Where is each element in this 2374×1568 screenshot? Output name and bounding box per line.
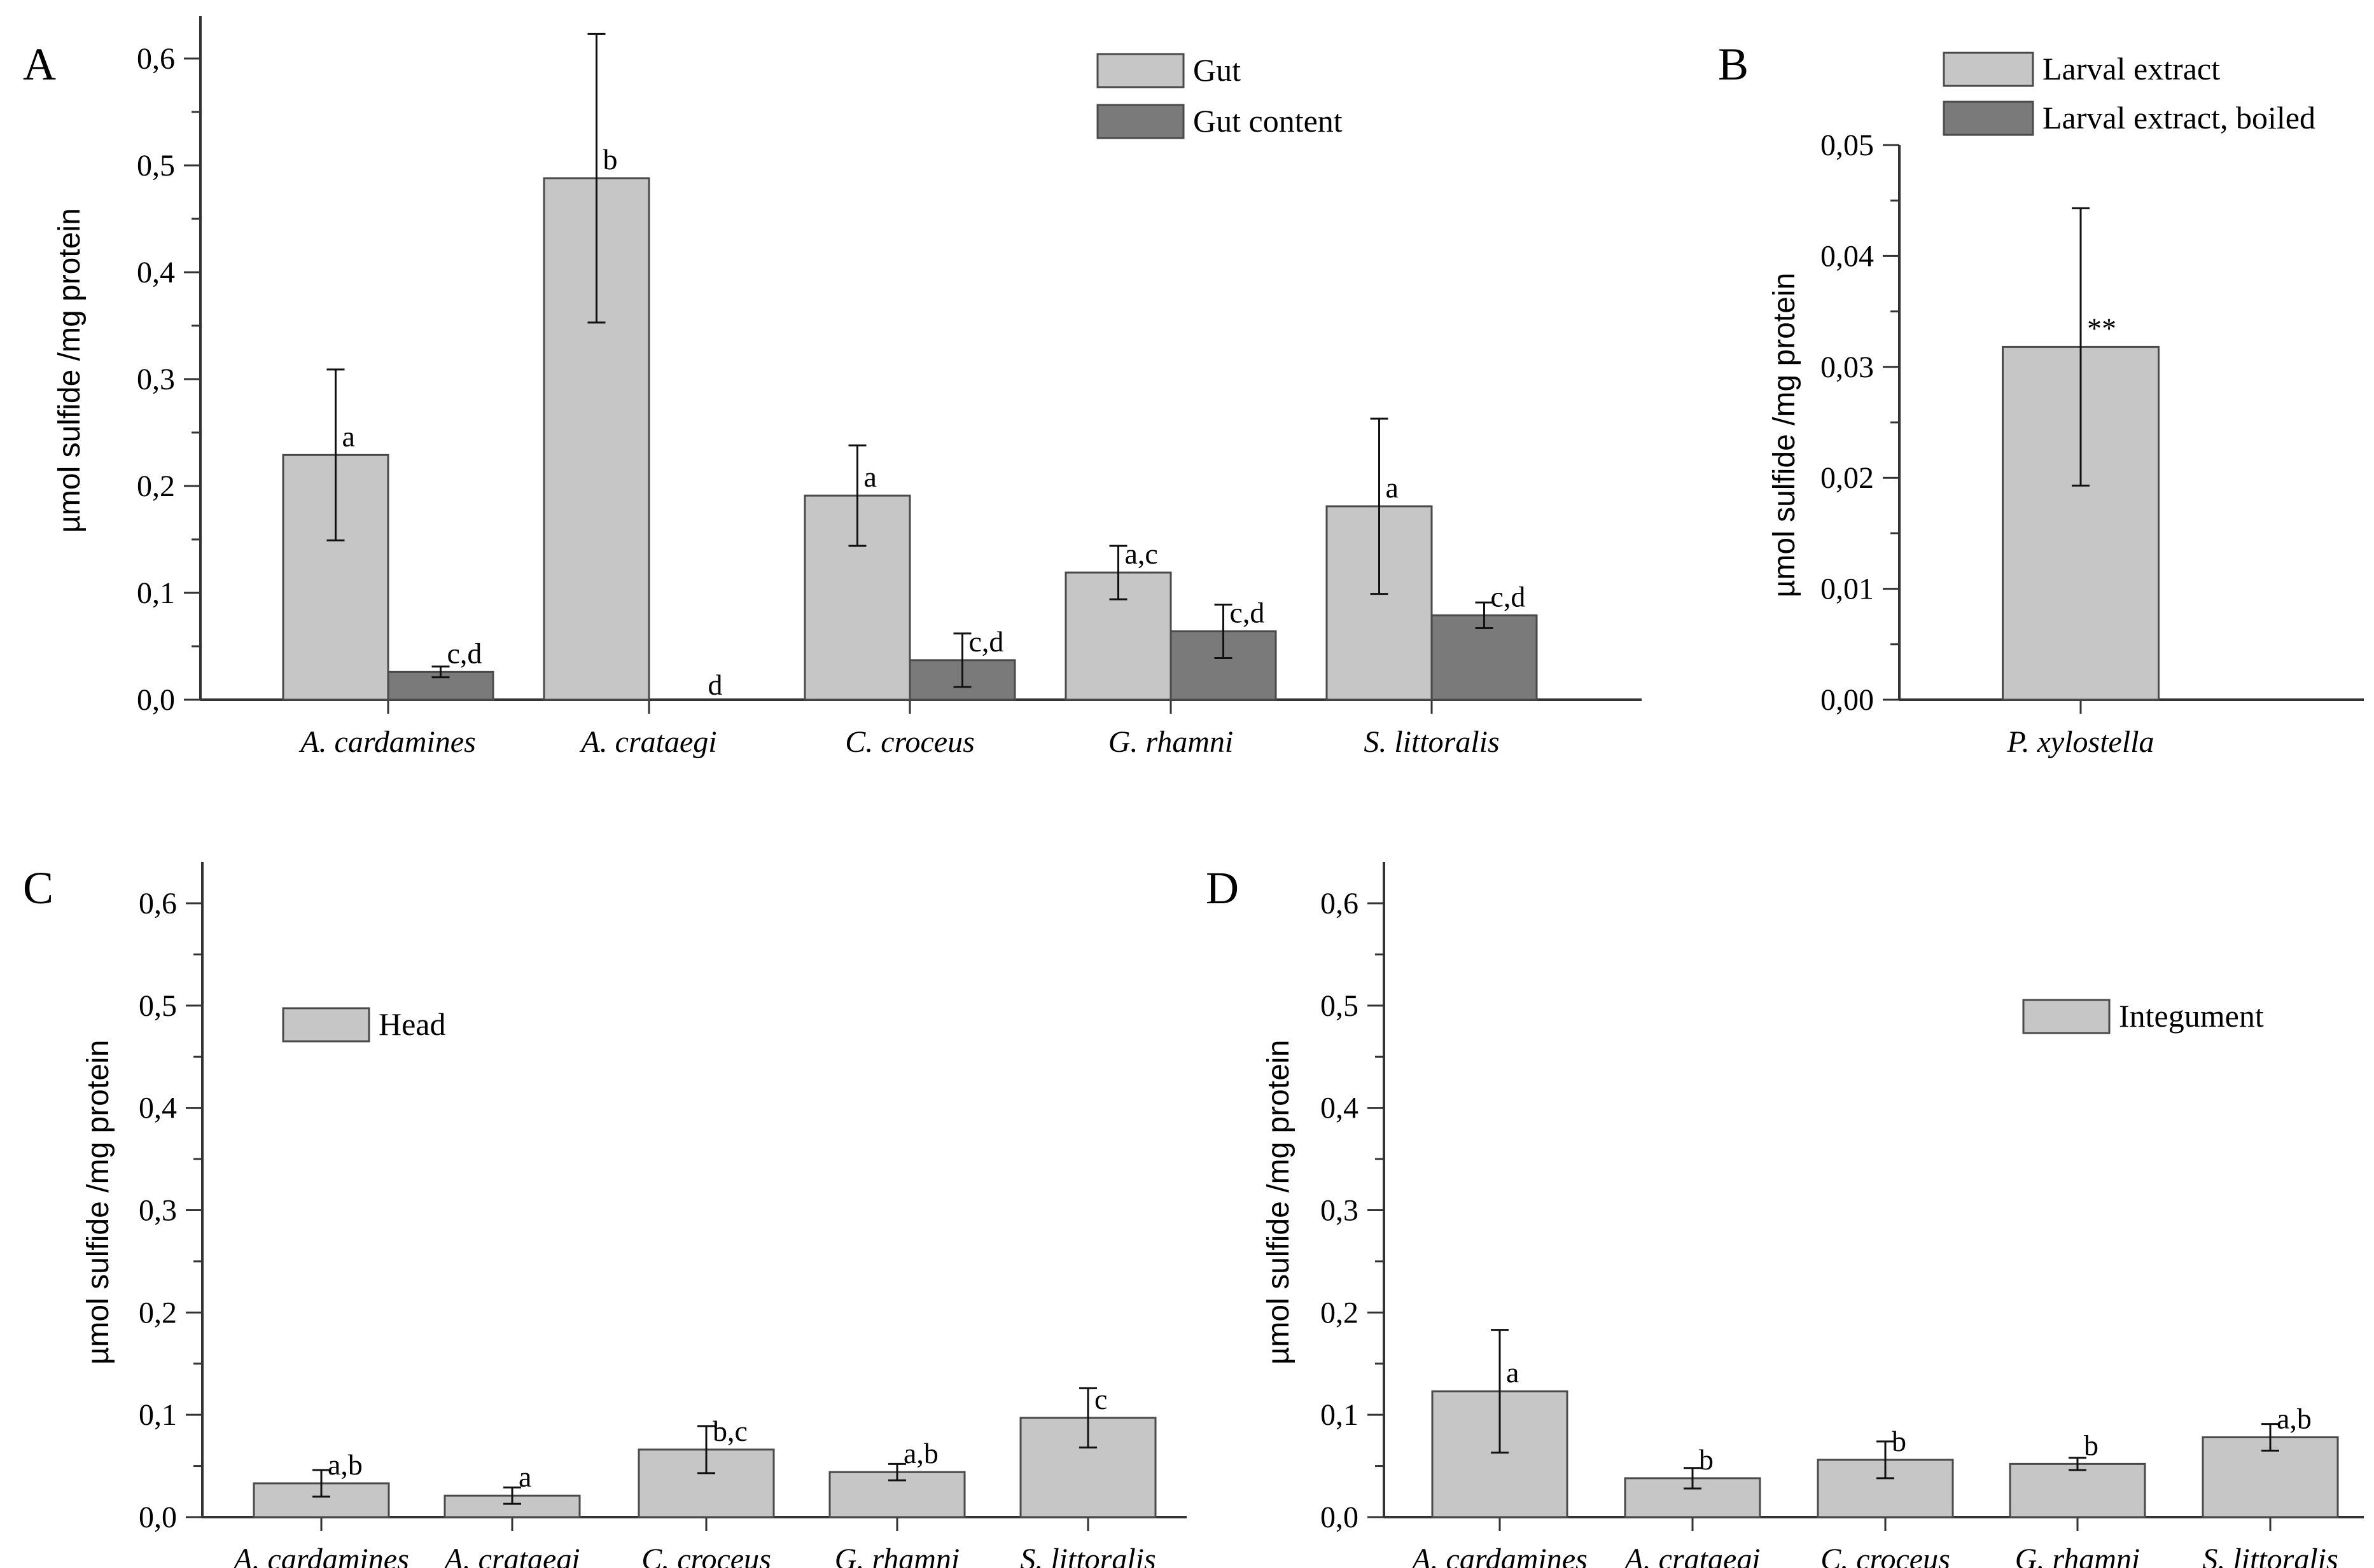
y-tick-label: 0,04 xyxy=(1820,239,1874,273)
x-tick-label: C. croceus xyxy=(1820,1543,1950,1568)
x-tick-label: A. cardamines xyxy=(298,725,476,759)
legend-swatch xyxy=(2022,999,2111,1034)
y-tick-label: 0,4 xyxy=(1320,1092,1358,1125)
y-tick-label: 0,05 xyxy=(1820,128,1874,162)
y-tick-label: 0,2 xyxy=(137,469,175,503)
bar xyxy=(804,494,911,701)
y-axis-label: µmol sulfide /mg protein xyxy=(1262,1040,1295,1365)
y-tick-label: 0,3 xyxy=(139,1194,177,1228)
y-tick-label: 0,00 xyxy=(1820,683,1874,717)
y-tick-label: 0,03 xyxy=(1820,350,1874,384)
panel-letter: A xyxy=(23,39,56,90)
bar xyxy=(387,670,494,701)
panel-C: C 0,0 0,1 0,2 0,3 0,4 0,5 0,6 µmol sulfide /mg p… xyxy=(23,862,1187,1568)
significance-label: a xyxy=(342,420,355,452)
significance-label: c xyxy=(1094,1383,1107,1415)
significance-label: a xyxy=(1506,1356,1519,1389)
y-tick-label: 0,2 xyxy=(1320,1296,1358,1329)
significance-label: a xyxy=(519,1460,531,1493)
x-tick-label: G. rhamni xyxy=(1108,725,1233,759)
x-tick-label: A. crataegi xyxy=(579,725,716,759)
y-tick-label: 0,1 xyxy=(139,1398,177,1432)
panel-B: B 0,00 0,01 0,02 0,03 0,04 0,05 µmol sulfide /m… xyxy=(1718,39,2364,759)
significance-label: b xyxy=(2084,1429,2098,1461)
significance-label: b xyxy=(1892,1425,1906,1457)
x-tick-label: A. crataegi xyxy=(442,1543,580,1568)
x-tick-label: S. littoralis xyxy=(1020,1543,1156,1568)
y-tick-label: 0,2 xyxy=(139,1296,177,1329)
significance-label: b,c xyxy=(713,1415,748,1447)
legend-swatch xyxy=(1943,101,2034,136)
legend-label: Gut content xyxy=(1193,103,1343,139)
significance-label: a xyxy=(864,461,877,493)
legend-label: Head xyxy=(379,1006,446,1042)
y-tick-label: 0,4 xyxy=(137,256,175,289)
legend-swatch xyxy=(1943,52,2034,87)
significance-label: a xyxy=(1386,471,1399,504)
y-axis-label: µmol sulfide /mg protein xyxy=(1768,273,1801,598)
bar xyxy=(1430,614,1538,701)
legend-swatch xyxy=(1096,53,1185,88)
x-tick-label: A. crataegi xyxy=(1623,1543,1760,1568)
y-tick-label: 0,4 xyxy=(139,1092,177,1125)
legend-label: Larval extract xyxy=(2042,51,2220,87)
y-axis-label: µmol sulfide /mg protein xyxy=(53,208,87,533)
significance-label: b xyxy=(603,143,618,176)
x-tick-label: P. xylostella xyxy=(2006,725,2154,759)
x-tick-label: A. cardamines xyxy=(1410,1543,1588,1568)
significance-label: a,b xyxy=(2277,1403,2312,1435)
y-tick-label: 0,3 xyxy=(1320,1194,1358,1228)
y-tick-label: 0,01 xyxy=(1820,572,1874,606)
x-tick-label: C. croceus xyxy=(641,1543,771,1568)
x-tick-label: G. rhamni xyxy=(835,1543,960,1568)
panel-D: D 0,0 0,1 0,2 0,3 0,4 0,5 0,6 µmol sulfide /mg p… xyxy=(1206,862,2364,1568)
y-tick-label: 0,5 xyxy=(139,989,177,1023)
significance-label: c,d xyxy=(447,637,482,669)
panel-letter: B xyxy=(1718,39,1749,90)
y-tick-label: 0,5 xyxy=(137,149,175,183)
significance-label: c,d xyxy=(969,625,1004,658)
legend-label: Integument xyxy=(2119,998,2264,1034)
y-tick-label: 0,0 xyxy=(137,683,175,717)
x-tick-label: C. croceus xyxy=(845,725,975,759)
significance-label: a,b xyxy=(328,1448,363,1481)
significance-label: c,d xyxy=(1491,580,1526,613)
legend-label: Gut xyxy=(1193,52,1241,88)
y-tick-label: 0,1 xyxy=(1320,1398,1358,1432)
y-axis-label: µmol sulfide /mg protein xyxy=(81,1040,115,1365)
legend-swatch xyxy=(1096,104,1185,139)
y-tick-label: 0,0 xyxy=(1320,1501,1358,1534)
significance-label: c,d xyxy=(1230,596,1265,628)
x-tick-label: A. cardamines xyxy=(232,1543,409,1568)
significance-label: a,c xyxy=(1125,538,1158,570)
y-tick-label: 0,6 xyxy=(1320,887,1358,920)
panel-letter: D xyxy=(1206,863,1239,913)
y-tick-label: 0,5 xyxy=(1320,989,1358,1023)
significance-label: ** xyxy=(2087,312,2116,344)
y-tick-label: 0,6 xyxy=(139,887,177,920)
bar xyxy=(1431,1390,1568,1518)
significance-label: b xyxy=(1699,1443,1714,1476)
y-tick-label: 0,3 xyxy=(137,363,175,396)
y-tick-label: 0,0 xyxy=(139,1501,177,1534)
y-tick-label: 0,1 xyxy=(137,576,175,610)
bar xyxy=(2009,1462,2146,1518)
significance-label: a,b xyxy=(904,1437,939,1469)
legend-swatch xyxy=(282,1007,370,1043)
x-tick-label: S. littoralis xyxy=(1364,725,1499,759)
panel-A: A 0,0 0,1 0,2 0,3 0,4 0,5 0,6 µmol sulfide /mg p… xyxy=(23,16,1642,759)
x-tick-label: G. rhamni xyxy=(2015,1543,2140,1568)
legend-label: Larval extract, boiled xyxy=(2042,100,2315,135)
y-tick-label: 0,6 xyxy=(137,42,175,76)
significance-label: d xyxy=(708,669,723,701)
panel-letter: C xyxy=(23,863,53,913)
y-tick-label: 0,02 xyxy=(1820,461,1874,495)
x-tick-label: S. littoralis xyxy=(2202,1543,2338,1568)
